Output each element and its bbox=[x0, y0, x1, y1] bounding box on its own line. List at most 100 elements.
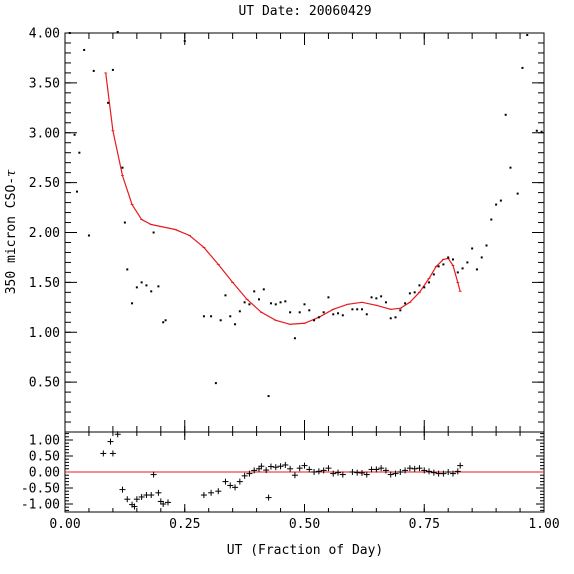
measurement-point bbox=[432, 273, 435, 276]
measurement-series bbox=[68, 31, 543, 398]
x-tick-label: 0.00 bbox=[49, 517, 80, 532]
measurement-point bbox=[389, 317, 392, 320]
measurement-point bbox=[111, 68, 114, 71]
measurement-point bbox=[140, 281, 143, 284]
x-axis-label: UT (Fraction of Day) bbox=[227, 543, 384, 558]
measurement-point bbox=[214, 382, 217, 385]
measurement-point bbox=[413, 291, 416, 294]
fit-series bbox=[104, 72, 462, 325]
y-tick-label: 4.00 bbox=[29, 27, 60, 42]
measurement-point bbox=[504, 113, 507, 116]
measurement-point bbox=[289, 311, 292, 314]
measurement-point bbox=[248, 303, 251, 306]
x-tick-label: 1.00 bbox=[528, 517, 559, 532]
chart-title: UT Date: 20060429 bbox=[238, 4, 371, 19]
measurement-point bbox=[360, 308, 363, 311]
measurement-point bbox=[485, 244, 488, 247]
y-axis-label-symbol: τ bbox=[4, 169, 19, 177]
y-tick-label: 2.00 bbox=[29, 226, 60, 241]
measurement-point bbox=[317, 316, 320, 319]
measurement-point bbox=[162, 321, 165, 324]
measurement-point bbox=[351, 308, 354, 311]
measurement-point bbox=[428, 281, 431, 284]
x-tick-label: 0.25 bbox=[169, 517, 200, 532]
measurement-point bbox=[202, 315, 205, 318]
measurement-point bbox=[131, 302, 134, 305]
measurement-point bbox=[308, 309, 311, 312]
measurement-point bbox=[404, 302, 407, 305]
residual-tick-label: 1.00 bbox=[29, 434, 60, 449]
measurement-point bbox=[298, 311, 301, 314]
measurement-point bbox=[243, 301, 246, 304]
measurement-point bbox=[423, 286, 426, 289]
measurement-point bbox=[219, 319, 222, 322]
measurement-point bbox=[521, 66, 524, 69]
measurement-point bbox=[451, 258, 454, 261]
measurement-point bbox=[238, 310, 241, 313]
measurement-point bbox=[68, 32, 71, 34]
measurement-point bbox=[210, 315, 213, 318]
measurement-point bbox=[394, 316, 397, 319]
measurement-point bbox=[437, 265, 440, 268]
measurement-point bbox=[274, 303, 277, 306]
measurement-point bbox=[399, 309, 402, 312]
y-tick-label: 2.50 bbox=[29, 176, 60, 191]
measurement-point bbox=[408, 292, 411, 295]
measurement-point bbox=[123, 221, 126, 224]
measurement-point bbox=[121, 166, 124, 169]
residual-tick-label: -1.00 bbox=[21, 498, 60, 513]
measurement-point bbox=[234, 323, 237, 326]
measurement-point bbox=[471, 247, 474, 250]
residual-series bbox=[100, 431, 464, 510]
x-tick-label: 0.75 bbox=[409, 517, 440, 532]
measurement-point bbox=[516, 192, 519, 195]
measurement-point bbox=[116, 31, 119, 34]
y-tick-label: 3.00 bbox=[29, 126, 60, 141]
y-axis-label: 350 micron CSO-τ bbox=[4, 169, 19, 294]
measurement-point bbox=[284, 300, 287, 303]
measurement-point bbox=[332, 313, 335, 316]
measurement-point bbox=[447, 256, 450, 259]
measurement-point bbox=[87, 234, 90, 237]
measurement-point bbox=[375, 297, 378, 300]
measurement-point bbox=[303, 303, 306, 306]
measurement-point bbox=[150, 290, 153, 293]
measurement-point bbox=[461, 267, 464, 270]
measurement-point bbox=[83, 48, 86, 51]
measurement-point bbox=[341, 314, 344, 317]
measurement-point bbox=[253, 290, 256, 293]
measurement-point bbox=[257, 298, 260, 301]
measurement-point bbox=[145, 284, 148, 287]
y-axis-label-text: 350 micron CSO- bbox=[4, 177, 19, 294]
top-axis-ticks: 0.50 1.00 1.50 2.00 2.50 3.00 3.50 4.00 bbox=[29, 27, 544, 423]
measurement-point bbox=[466, 261, 469, 264]
measurement-point bbox=[475, 268, 478, 271]
y-tick-label: 0.50 bbox=[29, 376, 60, 391]
y-tick-label: 1.50 bbox=[29, 276, 60, 291]
measurement-point bbox=[495, 203, 498, 206]
measurement-point bbox=[535, 129, 538, 132]
x-tick-label: 0.50 bbox=[289, 517, 320, 532]
measurement-point bbox=[107, 101, 110, 104]
top-panel-frame bbox=[64, 32, 545, 433]
measurement-point bbox=[526, 33, 529, 36]
measurement-point bbox=[322, 311, 325, 314]
measurement-point bbox=[480, 256, 483, 259]
residual-tick-label: 0.00 bbox=[29, 466, 60, 481]
measurement-point bbox=[293, 337, 296, 340]
measurement-point bbox=[313, 319, 316, 322]
residual-axis-ticks: 1.000.500.00-0.50-1.00 bbox=[21, 433, 544, 513]
measurement-point bbox=[418, 284, 421, 287]
measurement-point bbox=[152, 231, 155, 234]
residual-tick-label: -0.50 bbox=[21, 482, 60, 497]
measurement-point bbox=[327, 296, 330, 299]
measurement-point bbox=[456, 271, 459, 274]
measurement-point bbox=[183, 39, 186, 42]
measurement-point bbox=[164, 319, 167, 322]
measurement-point bbox=[267, 395, 270, 398]
measurement-point bbox=[279, 301, 282, 304]
measurement-point bbox=[269, 302, 272, 305]
measurement-point bbox=[356, 308, 359, 311]
y-tick-label: 3.50 bbox=[29, 76, 60, 91]
